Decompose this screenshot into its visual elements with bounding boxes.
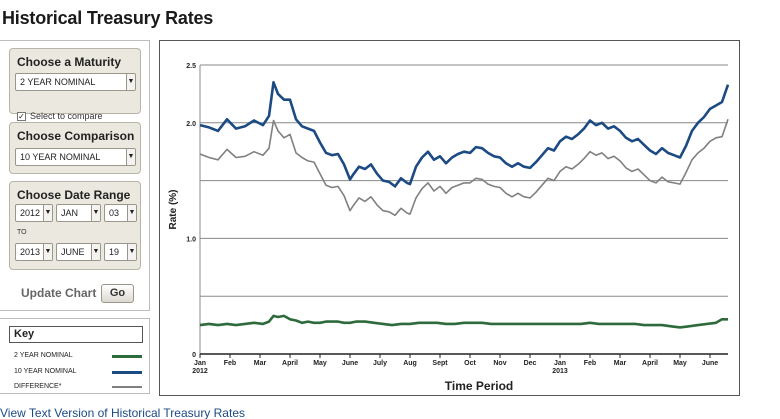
comparison-panel: Choose Comparison 10 YEAR NOMINAL ▼ [9,122,141,174]
x-tick-label: Mar [254,360,267,367]
x-tick-label: July [373,360,387,367]
key-swatch-10-year [112,371,142,374]
series-line-difference [199,119,729,217]
y-tick-label: 0 [192,352,196,359]
series-line-2-year-nominal [199,314,728,329]
maturity-panel-title: Choose a Maturity [17,55,122,69]
x-tick-label: May [673,360,687,367]
date-range-panel: Choose Date Range 2012 ▼ JAN ▼ 03 ▼ TO 2… [9,181,141,270]
comparison-select[interactable]: 10 YEAR NOMINAL ▼ [15,148,136,166]
x-tick-label: Nov [493,360,506,367]
key-item-label: 10 YEAR NOMINAL [14,368,77,375]
chevron-down-icon: ▼ [91,244,100,260]
chevron-down-icon: ▼ [126,149,135,165]
x-tick-label: Jan [554,360,566,367]
x-tick-label: June [342,360,358,367]
chevron-down-icon: ▼ [127,205,136,221]
compare-checkbox[interactable]: ✓ [17,111,26,121]
key-item-label: DIFFERENCE* [14,383,62,390]
x-tick-label: April [642,360,658,367]
comparison-panel-title: Choose Comparison [17,129,135,143]
key-panel: Key 2 YEAR NOMINAL 10 YEAR NOMINAL DIFFE… [0,318,150,394]
key-title: Key [9,326,143,343]
end-month-value: JUNE [61,247,85,257]
maturity-panel: Choose a Maturity 2 YEAR NOMINAL ▼ ✓ Sel… [9,48,141,121]
end-year-select[interactable]: 2013 ▼ [15,243,53,261]
x-tick-label: June [702,360,718,367]
end-day-select[interactable]: 19 ▼ [104,243,137,261]
chevron-down-icon: ▼ [43,205,52,221]
x-tick-label: Mar [614,360,627,367]
y-axis-label: Rate (%) [168,189,179,229]
start-day-value: 03 [109,208,120,218]
maturity-select[interactable]: 2 YEAR NOMINAL ▼ [15,73,136,91]
key-item-2-year: 2 YEAR NOMINAL [14,352,142,359]
chevron-down-icon: ▼ [43,244,52,260]
start-month-select[interactable]: JAN ▼ [56,204,101,222]
x-tick-label: Aug [403,360,417,367]
x-tick-label: Dec [524,360,537,367]
x-tick-year-label: 2013 [552,368,568,375]
compare-checkbox-label: Select to compare [30,111,103,121]
key-item-10-year: 10 YEAR NOMINAL [14,368,142,375]
x-tick-year-label: 2012 [192,368,208,375]
update-chart-area: Update Chart Go [20,284,140,304]
x-tick-label: Feb [224,360,236,367]
key-item-difference: DIFFERENCE* [14,383,142,390]
x-tick-label: Feb [584,360,596,367]
start-day-select[interactable]: 03 ▼ [104,204,137,222]
maturity-select-value: 2 YEAR NOMINAL [20,77,96,87]
compare-checkbox-row[interactable]: ✓ Select to compare [17,111,103,121]
key-item-label: 2 YEAR NOMINAL [14,352,73,359]
x-tick-label: May [313,360,327,367]
x-tick-label: Sept [432,360,448,367]
series-line-10-year-nominal [199,81,730,188]
x-tick-label: April [282,360,298,367]
go-button[interactable]: Go [101,284,134,303]
x-axis-label: Time Period [445,379,513,393]
y-tick-label: 1.0 [186,236,196,243]
end-month-select[interactable]: JUNE ▼ [56,243,101,261]
chevron-down-icon: ▼ [127,244,136,260]
y-tick-label: 2.0 [186,121,196,128]
key-swatch-difference [112,386,142,388]
text-version-link[interactable]: View Text Version of Historical Treasury… [0,406,245,419]
date-range-panel-title: Choose Date Range [17,188,131,202]
start-year-value: 2012 [20,208,41,218]
start-month-value: JAN [61,208,79,218]
y-tick-label: 2.5 [186,63,196,70]
chevron-down-icon: ▼ [126,74,135,90]
end-day-value: 19 [109,247,120,257]
page-title: Historical Treasury Rates [2,8,214,28]
date-to-label: TO [17,229,27,236]
start-year-select[interactable]: 2012 ▼ [15,204,53,222]
chart-frame: 0 1.0 2.0 2.5 Jan 2012 Feb Mar April May June July A… [159,40,740,396]
update-chart-label: Update Chart [21,286,97,300]
chevron-down-icon: ▼ [91,205,100,221]
comparison-select-value: 10 YEAR NOMINAL [20,152,101,162]
x-tick-label: Oct [464,360,476,367]
controls-frame [0,40,150,311]
key-swatch-2-year [112,355,142,358]
x-tick-label: Jan [194,360,206,367]
end-year-value: 2013 [20,247,41,257]
